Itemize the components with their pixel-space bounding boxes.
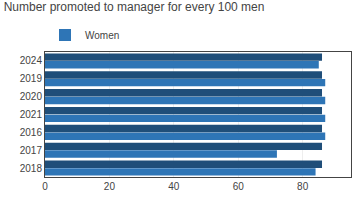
svg-text:2020: 2020	[20, 91, 43, 102]
svg-text:2017: 2017	[20, 145, 43, 156]
svg-text:2024: 2024	[20, 55, 43, 66]
svg-text:80: 80	[297, 181, 309, 192]
svg-text:2021: 2021	[20, 109, 43, 120]
svg-text:60: 60	[233, 181, 245, 192]
svg-text:20: 20	[104, 181, 116, 192]
svg-text:40: 40	[168, 181, 180, 192]
svg-text:2019: 2019	[20, 73, 43, 84]
svg-text:2018: 2018	[20, 163, 43, 174]
svg-text:0: 0	[42, 181, 48, 192]
svg-text:Women: Women	[85, 30, 119, 41]
svg-text:2016: 2016	[20, 127, 43, 138]
svg-text:Number promoted to manager for: Number promoted to manager for every 100…	[4, 0, 265, 14]
